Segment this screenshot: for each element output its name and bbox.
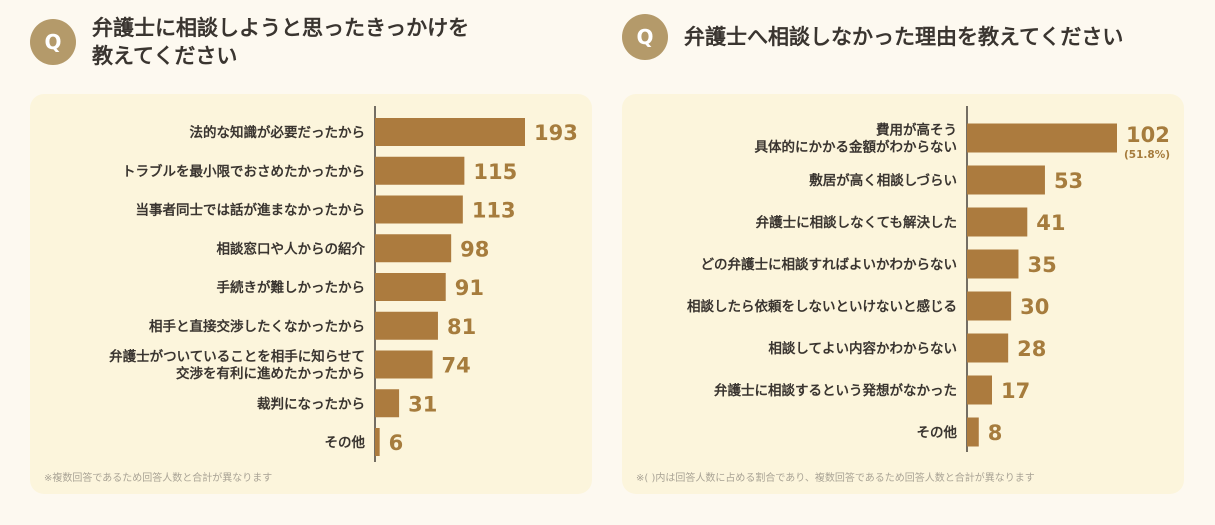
category-label: 相手と直接交渉したくなかったから: [149, 318, 365, 335]
percent-label: (51.8%): [1124, 149, 1170, 161]
category-label: その他: [917, 424, 958, 441]
value-label: 41: [1036, 211, 1065, 235]
category-label: 相談窓口や人からの紹介: [217, 240, 366, 257]
value-label: 74: [442, 354, 471, 378]
right-chart-card: 費用が高そう具体的にかかる金額がわからない 102 (51.8%) 敷居が高く相談しづ…: [622, 94, 1184, 494]
value-label: 113: [472, 199, 516, 223]
bar: [375, 118, 525, 146]
bar: [967, 417, 979, 447]
bar: [967, 123, 1117, 153]
right-bar-chart: 費用が高そう具体的にかかる金額がわからない 102 (51.8%) 敷居が高く相談しづ…: [687, 106, 1170, 452]
value-label: 91: [455, 276, 484, 300]
left-chart-card: 法的な知識が必要だったから 193 トラブルを最小限でおさめたかったから 115 当事者…: [30, 94, 592, 494]
category-label: 手続きが難しかったから: [217, 279, 366, 296]
left-bar-chart: 法的な知識が必要だったから 193 トラブルを最小限でおさめたかったから 115 当事者…: [109, 106, 578, 462]
bar: [967, 165, 1045, 195]
value-label: 17: [1001, 379, 1030, 403]
category-label: 裁判になったから: [257, 395, 365, 412]
left-footnote: ※複数回答であるため回答人数と合計が異なります: [44, 473, 273, 484]
category-label: 当事者同士では話が進まなかったから: [136, 202, 366, 219]
category-label: 弁護士がついていることを相手に知らせて交渉を有利に進めたかったから: [109, 348, 365, 382]
value-label: 31: [408, 392, 437, 416]
bar: [967, 333, 1009, 363]
bar: [375, 156, 465, 185]
bar: [375, 273, 446, 301]
category-label: 相談してよい内容かわからない: [768, 340, 957, 357]
value-label: 28: [1017, 337, 1046, 361]
category-label: 弁護士に相談しなくても解決した: [756, 214, 957, 231]
right-question-title: 弁護士へ相談しなかった理由を教えてください: [684, 25, 1124, 49]
value-label: 6: [389, 431, 404, 455]
right-q-badge: Q: [622, 14, 668, 60]
bar: [375, 428, 380, 456]
bar: [375, 389, 400, 418]
category-label: その他: [325, 434, 366, 451]
right-footnote: ※( )内は回答人数に占める割合であり、複数回答であるため回答人数と合計が異なり…: [636, 473, 1035, 484]
bar: [375, 234, 452, 263]
bar: [967, 291, 1012, 321]
bar: [375, 195, 463, 224]
category-label: 相談したら依頼をしないといけないと感じる: [687, 298, 957, 315]
value-label: 30: [1020, 295, 1049, 319]
left-q-badge: Q: [30, 19, 76, 65]
value-label: 115: [473, 160, 517, 184]
bar: [375, 350, 433, 379]
value-label: 102: [1126, 123, 1170, 147]
category-label: 敷居が高く相談しづらい: [809, 172, 957, 189]
left-question-title: 弁護士に相談しようと思ったきっかけを 教えてください: [92, 16, 470, 68]
value-label: 8: [988, 421, 1003, 445]
bar: [967, 207, 1028, 237]
value-label: 98: [460, 237, 489, 261]
value-label: 193: [534, 121, 578, 145]
category-label: どの弁護士に相談すればよいかわからない: [701, 256, 958, 273]
category-label: 弁護士に相談するという発想がなかった: [714, 382, 957, 399]
right-question-header: Q 弁護士へ相談しなかった理由を教えてください: [622, 14, 1123, 60]
category-label: 法的な知識が必要だったから: [190, 124, 366, 141]
left-question-header: Q 弁護士に相談しようと思ったきっかけを 教えてください: [30, 14, 469, 70]
category-label: 費用が高そう具体的にかかる金額がわからない: [754, 122, 958, 156]
value-label: 53: [1054, 169, 1083, 193]
bar: [967, 375, 992, 405]
category-label: トラブルを最小限でおさめたかったから: [122, 163, 365, 180]
bar: [375, 311, 438, 340]
value-label: 81: [447, 315, 476, 339]
bar: [967, 249, 1019, 279]
value-label: 35: [1027, 253, 1056, 277]
